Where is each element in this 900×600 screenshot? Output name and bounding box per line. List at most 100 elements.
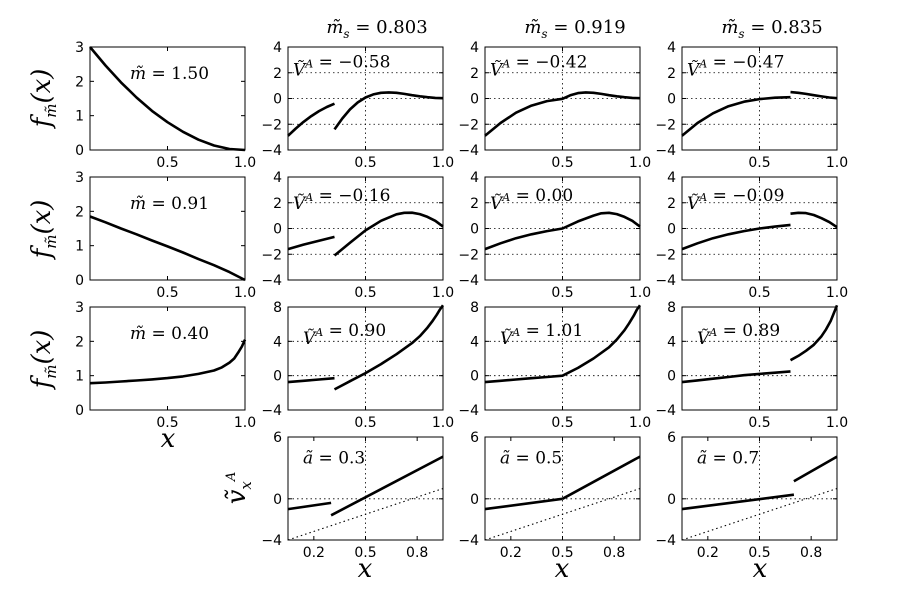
x-tick-label: 0.5 bbox=[354, 415, 376, 431]
y-tick-label: 3 bbox=[75, 40, 84, 56]
panel-r4c2: −4 0 6 0.2 0.5 0.8 ã = 0.3 bbox=[261, 430, 444, 561]
panel-r2c4: −4 −2 0 2 4 0.5 1.0 ṼA = −0.09 bbox=[655, 170, 848, 301]
y-tick-label: 0 bbox=[273, 369, 282, 385]
xlabel-col-4: x bbox=[753, 554, 768, 584]
panel-annotation: ṼA = −0.47 bbox=[687, 53, 784, 81]
y-tick-label: 1 bbox=[75, 369, 84, 385]
y-tick-label: −4 bbox=[458, 403, 479, 419]
panel-annotation: ṼA = 0.00 bbox=[490, 186, 573, 214]
y-tick-label: 3 bbox=[75, 300, 84, 316]
series-line-1 bbox=[287, 501, 332, 511]
y-tick-label: −4 bbox=[261, 403, 282, 419]
y-tick-label: 0 bbox=[667, 369, 676, 385]
x-tick-label: 1.0 bbox=[234, 155, 256, 171]
series-line-2 bbox=[333, 91, 444, 131]
y-tick-label: 6 bbox=[667, 430, 676, 446]
y-tick-label: −4 bbox=[655, 403, 676, 419]
series-line-2 bbox=[333, 211, 444, 257]
y-tick-label: −2 bbox=[655, 247, 676, 263]
y-tick-label: −2 bbox=[655, 117, 676, 133]
x-tick-label: 1.0 bbox=[432, 155, 454, 171]
panel-r3c2: −4 0 4 8 0.5 1.0 ṼA = 0.90 bbox=[261, 300, 454, 431]
panel-annotation: m̃ = 0.40 bbox=[130, 324, 209, 344]
y-tick-label: 8 bbox=[667, 300, 676, 316]
x-tick-label: 1.0 bbox=[826, 415, 848, 431]
panel-r1c4: −4 −2 0 2 4 0.5 1.0 ṼA = −0.47 bbox=[655, 40, 848, 171]
y-tick-label: 2 bbox=[667, 66, 676, 82]
xlabel-col-2: x bbox=[358, 554, 373, 584]
y-tick-label: −4 bbox=[655, 143, 676, 159]
axes-frame bbox=[89, 306, 246, 411]
x-tick-label: 0.5 bbox=[748, 285, 770, 301]
y-tick-label: 0 bbox=[273, 222, 282, 238]
panel-r2c2: −4 −2 0 2 4 0.5 1.0 ṼA = −0.16 bbox=[261, 170, 454, 301]
x-tick-label: 0.5 bbox=[156, 155, 178, 171]
panel-annotation: ṼA = −0.42 bbox=[490, 53, 587, 81]
x-tick-label: 0.2 bbox=[500, 545, 522, 561]
series-line-2 bbox=[561, 455, 641, 500]
panel-r1c1: 0 1 2 3 0.5 1.0 m̃ = 1.50 bbox=[75, 40, 256, 171]
panel-r3c1: 0 1 2 3 0.5 1.0 m̃ = 0.40 bbox=[75, 300, 256, 431]
y-tick-label: 4 bbox=[667, 40, 676, 56]
y-tick-label: 0 bbox=[470, 222, 479, 238]
y-tick-label: 2 bbox=[75, 74, 84, 90]
x-tick-label: 1.0 bbox=[629, 415, 651, 431]
series-line-2 bbox=[790, 90, 838, 100]
series-line-2 bbox=[333, 304, 445, 391]
y-tick-label: 2 bbox=[470, 66, 479, 82]
panel-annotation: m̃ = 1.50 bbox=[130, 64, 209, 84]
panel-r4c3: −4 0 6 0.2 0.5 0.8 ã = 0.5 bbox=[458, 430, 641, 561]
x-tick-label: 0.5 bbox=[354, 285, 376, 301]
y-tick-label: 8 bbox=[470, 300, 479, 316]
y-tick-label: −4 bbox=[261, 273, 282, 289]
x-tick-label: 1.0 bbox=[234, 415, 256, 431]
x-tick-label: 0.2 bbox=[303, 545, 325, 561]
y-tick-label: 0 bbox=[273, 492, 282, 508]
panel-annotation: ṼA = −0.09 bbox=[687, 186, 784, 214]
y-tick-label: 3 bbox=[75, 170, 84, 186]
y-tick-label: 4 bbox=[470, 170, 479, 186]
ylabel-row-4: ṽxA bbox=[222, 472, 255, 505]
series-line-1 bbox=[89, 46, 246, 152]
panel-r3c4: −4 0 4 8 0.5 1.0 ṼA = 0.89 bbox=[655, 300, 848, 431]
y-tick-label: 4 bbox=[273, 334, 282, 350]
xlabel-col-3: x bbox=[555, 554, 570, 584]
column-header-2: m̃s = 0.919 bbox=[524, 17, 625, 41]
panel-annotation: ṼA = −0.58 bbox=[293, 53, 390, 81]
panel-r1c2: −4 −2 0 2 4 0.5 1.0 ṼA = −0.58 bbox=[261, 40, 454, 171]
y-tick-label: 1 bbox=[75, 239, 84, 255]
y-tick-label: 8 bbox=[273, 300, 282, 316]
column-header-3: m̃s = 0.835 bbox=[721, 17, 822, 41]
series-line-3 bbox=[484, 487, 641, 541]
y-tick-label: 4 bbox=[667, 334, 676, 350]
panel-annotation: m̃ = 0.91 bbox=[130, 194, 209, 214]
xlabel-col-1: x bbox=[161, 424, 176, 454]
series-line-1 bbox=[89, 215, 246, 282]
y-tick-label: 0 bbox=[470, 492, 479, 508]
x-tick-label: 1.0 bbox=[629, 155, 651, 171]
panel-r3c3: −4 0 4 8 0.5 1.0 ṼA = 1.01 bbox=[458, 300, 651, 431]
y-tick-label: −4 bbox=[655, 273, 676, 289]
y-tick-label: 0 bbox=[273, 92, 282, 108]
series-line-1 bbox=[287, 235, 335, 251]
ylabel-row-1: fm̃(x) bbox=[27, 69, 60, 130]
series-line-1 bbox=[681, 493, 795, 511]
y-tick-label: 1 bbox=[75, 109, 84, 125]
y-tick-label: 0 bbox=[667, 492, 676, 508]
x-tick-label: 0.5 bbox=[748, 155, 770, 171]
series-line-1 bbox=[681, 370, 791, 384]
x-tick-label: 1.0 bbox=[629, 285, 651, 301]
y-tick-label: 0 bbox=[470, 92, 479, 108]
y-tick-label: −4 bbox=[261, 143, 282, 159]
x-tick-label: 0.2 bbox=[697, 545, 719, 561]
y-tick-label: 2 bbox=[75, 334, 84, 350]
x-tick-label: 0.5 bbox=[748, 415, 770, 431]
axes-frame bbox=[89, 46, 246, 151]
y-tick-label: −4 bbox=[458, 143, 479, 159]
series-line-2 bbox=[793, 455, 838, 483]
panel-annotation: ṼA = −0.16 bbox=[293, 186, 390, 214]
panel-r2c1: 0 1 2 3 0.5 1.0 m̃ = 0.91 bbox=[75, 170, 256, 301]
series-line-1 bbox=[484, 211, 641, 251]
series-line-1 bbox=[287, 376, 335, 384]
